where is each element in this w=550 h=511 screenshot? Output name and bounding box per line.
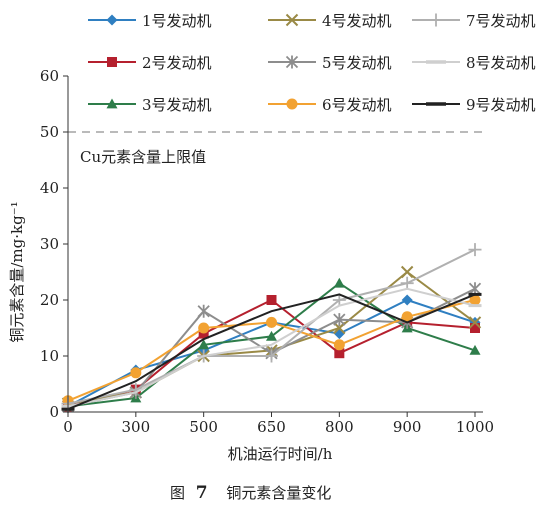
x-tick-label: 300	[122, 418, 151, 436]
data-point	[333, 313, 346, 327]
y-axis-title: 铜元素含量/mg·kg⁻¹	[8, 201, 26, 342]
legend-item: 5号发动机	[268, 54, 392, 72]
x-axis-title: 机油运行时间/h	[228, 445, 333, 463]
y-tick-label: 10	[40, 347, 59, 365]
data-point	[266, 330, 277, 341]
data-point	[266, 295, 277, 305]
data-point	[468, 243, 482, 257]
y-tick-label: 20	[40, 291, 59, 309]
data-point	[468, 316, 482, 329]
axes: 0 10 20 30 40 50 60 0 300 500 650 800 900 1000	[40, 67, 494, 436]
x-tick-label: 650	[257, 418, 286, 436]
legend-item: 4号发动机	[268, 12, 392, 30]
figure-caption: 图 7 铜元素含量变化	[170, 483, 331, 503]
series-6	[62, 294, 481, 407]
data-point	[198, 322, 210, 334]
data-point	[333, 277, 345, 288]
data-point	[400, 276, 414, 290]
data-point	[198, 328, 209, 339]
legend-marker	[429, 13, 443, 27]
legend-marker	[107, 57, 117, 67]
legend-marker	[106, 98, 118, 109]
data-point	[401, 311, 413, 323]
legend-label: 4号发动机	[322, 12, 392, 30]
data-point	[198, 339, 210, 350]
legend-marker	[106, 14, 118, 26]
data-point	[266, 316, 277, 328]
y-tick-label: 40	[40, 179, 59, 197]
data-point	[197, 304, 210, 318]
data-point	[334, 348, 345, 359]
series-line	[67, 293, 476, 411]
data-point	[332, 293, 346, 307]
series-group	[61, 243, 482, 413]
legend-item: 2号发动机	[88, 54, 212, 72]
data-point	[333, 339, 345, 351]
legend-item: 1号发动机	[88, 12, 212, 30]
caption-number: 7	[196, 483, 208, 503]
legend-item: 3号发动机	[88, 96, 212, 114]
legend-label: 6号发动机	[322, 96, 392, 114]
svg-text:图 7 铜元素含量变化: 图 7 铜元素含量变化	[170, 483, 331, 503]
legend-item: 6号发动机	[268, 96, 392, 114]
legend-label: 7号发动机	[466, 12, 536, 30]
legend-item: 8号发动机	[412, 54, 536, 72]
caption-label: 图	[170, 484, 185, 502]
legend-marker	[285, 13, 299, 27]
legend: 1号发动机 2号发动机 3号发动机 4号发动机 5号发动机 6号发动机 7号发动机 8号发动机…	[88, 12, 536, 114]
x-tick-label: 0	[63, 418, 73, 436]
data-point	[470, 323, 480, 333]
limit-line-label: Cu元素含量上限值	[80, 148, 206, 166]
series-line	[67, 287, 476, 408]
legend-item: 9号发动机	[412, 96, 536, 114]
x-tick-label: 1000	[456, 418, 494, 436]
data-point	[469, 344, 481, 355]
data-point	[469, 294, 481, 306]
x-tick-label: 500	[189, 418, 218, 436]
y-tick-label: 0	[49, 403, 59, 421]
limit-line-group: Cu元素含量上限值	[68, 131, 483, 166]
data-point	[130, 367, 142, 379]
x-tick-label: 900	[393, 418, 422, 436]
legend-item: 7号发动机	[412, 12, 536, 30]
y-tick-label: 50	[40, 123, 59, 141]
legend-label: 3号发动机	[142, 96, 212, 114]
legend-label: 8号发动机	[466, 54, 536, 72]
y-tick-label: 30	[40, 235, 59, 253]
data-point	[401, 294, 413, 306]
data-point	[265, 349, 278, 363]
data-point	[400, 265, 414, 279]
x-tick-label: 800	[325, 418, 354, 436]
caption-text: 铜元素含量变化	[226, 484, 331, 502]
legend-label: 2号发动机	[142, 54, 212, 72]
series-7	[61, 243, 482, 411]
y-tick-label: 60	[40, 67, 59, 85]
legend-label: 9号发动机	[466, 96, 536, 114]
legend-marker	[285, 55, 299, 69]
legend-label: 1号发动机	[142, 12, 212, 30]
legend-marker	[286, 98, 298, 110]
legend-label: 5号发动机	[322, 54, 392, 72]
